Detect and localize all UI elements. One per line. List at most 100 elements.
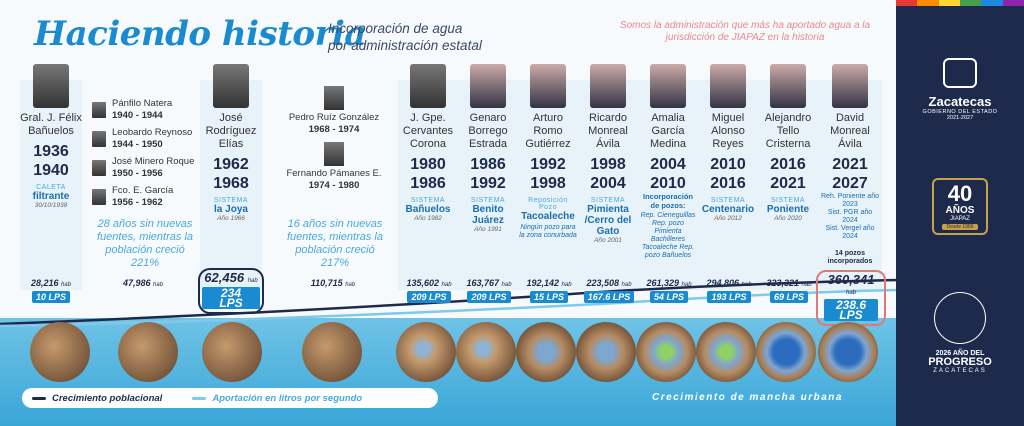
term-years: 1992 1998 <box>530 156 566 192</box>
main-area: Haciendo historia Incorporación de agua … <box>0 14 896 426</box>
tagline: Somos la administración que más ha aport… <box>619 20 871 43</box>
stat-block: 223,508 hab 167.6 LPS <box>578 278 640 303</box>
governor-photo <box>410 64 446 108</box>
era-note: 28 años sin nuevas fuentes, mientras la … <box>97 218 193 269</box>
urban-map-circle <box>756 322 816 382</box>
stat-block: 110,715 hab <box>302 278 364 290</box>
governor-photo <box>470 64 506 108</box>
population-value: 62,456 hab <box>204 270 258 285</box>
governor-photo <box>92 102 106 118</box>
legend-population: Crecimiento poblacional <box>32 393 162 404</box>
lps-badge: 167.6 LPS <box>583 291 635 303</box>
lps-badge: 234 LPS <box>202 287 260 309</box>
column-shade <box>20 80 82 290</box>
governor-group: Pedro Ruíz González 1968 - 1974 Fernando… <box>278 86 390 192</box>
governor-photo <box>832 64 868 108</box>
lps-badge: 238.6 LPS <box>824 299 878 321</box>
urban-map-circle <box>456 322 516 382</box>
stat-block: 47,986 hab <box>112 278 174 290</box>
population-value: 261,329 hab <box>646 278 692 288</box>
population-value: 47,986 hab <box>122 278 164 288</box>
group-governor: Leobardo Reynoso 1944 - 1950 <box>92 127 202 151</box>
color-stripe <box>896 0 1024 6</box>
lps-badge: 209 LPS <box>467 291 511 303</box>
governor-column: David Monreal Ávila 2021 2027 Reh. Ponient… <box>820 64 880 241</box>
lps-badge: 54 LPS <box>649 291 688 303</box>
urban-map-circle <box>576 322 636 382</box>
urban-map-circle <box>636 322 696 382</box>
column-shade <box>200 80 262 290</box>
governor-photo <box>710 64 746 108</box>
governor-photo <box>770 64 806 108</box>
zacatecas-logo: Zacatecas GOBIERNO DEL ESTADO 2021-2027 <box>896 58 1024 121</box>
urban-map-circle <box>202 322 262 382</box>
term-years: 2010 2016 <box>710 156 746 192</box>
page-title: Haciendo historia <box>34 14 366 54</box>
stat-block: 62,456 hab 234 LPS <box>198 268 264 314</box>
lps-badge: 15 LPS <box>529 291 568 303</box>
governor-column: José Rodríguez Elías 1962 1968 SISTEMA la… <box>200 64 262 222</box>
sidebar-panel <box>896 0 1024 426</box>
population-value: 223,508 hab <box>586 278 632 288</box>
governor-photo <box>92 189 106 205</box>
stat-block: 261,329 hab 54 LPS <box>638 278 700 303</box>
governor-photo <box>324 86 344 110</box>
population-value: 110,715 hab <box>310 278 356 288</box>
governor-group: Pánfilo Natera 1940 - 1944 Leobardo Reyno… <box>92 98 202 214</box>
governor-column: Ricardo Monreal Ávila 1998 2004 SISTEMA Pim… <box>578 64 638 244</box>
jiapaz-anniversary-badge: 40 AÑOS JIAPAZ Desde 1986 <box>896 178 1024 235</box>
legend: Crecimiento poblacional Aportación en li… <box>22 388 438 408</box>
zacatecas-emblem-icon <box>943 58 977 88</box>
term-years: 1962 1968 <box>213 156 249 192</box>
population-value: 294,806 hab <box>706 278 752 288</box>
stat-block: 360,341 hab 238.6 LPS <box>816 270 886 326</box>
governor-photo <box>590 64 626 108</box>
urban-map-circle <box>302 322 362 382</box>
era-note: 16 años sin nuevas fuentes, mientras la … <box>287 218 383 269</box>
urban-map-circle <box>30 322 90 382</box>
term-years: 1980 1986 <box>410 156 446 192</box>
term-years: 2004 2010 <box>650 156 686 192</box>
urban-map-circle <box>396 322 456 382</box>
legend-urban-growth: Crecimiento de mancha urbana <box>652 392 843 403</box>
stat-block: 192,142 hab 15 LPS <box>518 278 580 303</box>
governor-photo <box>530 64 566 108</box>
governor-column: J. Gpe. Cervantes Corona 1980 1986 SISTEMA… <box>398 64 458 222</box>
population-value: 360,341 hab <box>827 272 875 296</box>
governor-photo <box>650 64 686 108</box>
pozos-note: 14 pozos incorporados <box>827 250 873 265</box>
population-value: 192,142 hab <box>526 278 572 288</box>
population-value: 323,321 hab <box>766 278 812 288</box>
lps-badge: 10 LPS <box>31 291 70 303</box>
group-governor: Fco. E. García 1956 - 1962 <box>92 185 202 209</box>
group-governor: Pánfilo Natera 1940 - 1944 <box>92 98 202 122</box>
stat-block: 323,321 hab 69 LPS <box>758 278 820 303</box>
governor-column: Miguel Alonso Reyes 2010 2016 SISTEMA Cente… <box>698 64 758 222</box>
governor-photo <box>92 160 106 176</box>
lps-badge: 209 LPS <box>407 291 451 303</box>
urban-map-circle <box>818 322 878 382</box>
stat-block: 163,767 hab 209 LPS <box>458 278 520 303</box>
governor-photo <box>92 131 106 147</box>
group-governor: José Minero Roque 1950 - 1956 <box>92 156 202 180</box>
urban-map-circle <box>516 322 576 382</box>
term-years: 1998 2004 <box>590 156 626 192</box>
governor-column: Amalia García Medina 2004 2010 Incorporaci… <box>638 64 698 260</box>
term-years: 1936 1940 <box>33 143 69 179</box>
stat-block: 28,216 hab 10 LPS <box>20 278 82 303</box>
governor-photo <box>324 142 344 166</box>
term-years: 2016 2021 <box>770 156 806 192</box>
term-years: 2021 2027 <box>832 156 868 192</box>
column-shade <box>398 80 882 290</box>
governor-photo <box>213 64 249 108</box>
stat-block: 135,602 hab 209 LPS <box>398 278 460 303</box>
term-years: 1986 1992 <box>470 156 506 192</box>
population-value: 135,602 hab <box>406 278 452 288</box>
dove-icon <box>934 292 986 344</box>
legend-contribution: Aportación en litros por segundo <box>192 393 362 404</box>
governor-column: Alejandro Tello Cristerna 2016 2021 SISTEM… <box>758 64 818 222</box>
governor-column: Genaro Borrego Estrada 1986 1992 SISTEMA Be… <box>458 64 518 233</box>
urban-map-circle <box>696 322 756 382</box>
governor-photo <box>33 64 69 108</box>
